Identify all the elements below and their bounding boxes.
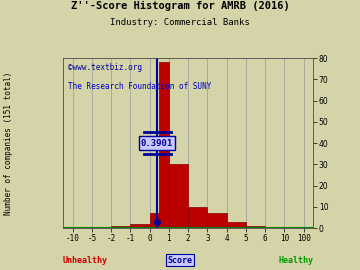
Bar [226,222,246,228]
Text: ©www.textbiz.org: ©www.textbiz.org [68,63,142,72]
Bar [150,213,159,228]
Bar [188,207,207,228]
Bar [246,226,265,228]
Text: Z''-Score Histogram for AMRB (2016): Z''-Score Histogram for AMRB (2016) [71,1,289,11]
Text: The Research Foundation of SUNY: The Research Foundation of SUNY [68,82,211,91]
Text: Unhealthy: Unhealthy [63,256,108,265]
Bar [207,213,226,228]
Bar [130,224,150,228]
Bar [169,164,188,228]
Text: 0.3901: 0.3901 [141,139,173,148]
Bar [111,226,130,228]
Text: Healthy: Healthy [278,256,313,265]
Bar [159,62,169,228]
Text: Number of companies (151 total): Number of companies (151 total) [4,71,13,215]
Text: Industry: Commercial Banks: Industry: Commercial Banks [110,18,250,26]
Text: Score: Score [167,256,193,265]
